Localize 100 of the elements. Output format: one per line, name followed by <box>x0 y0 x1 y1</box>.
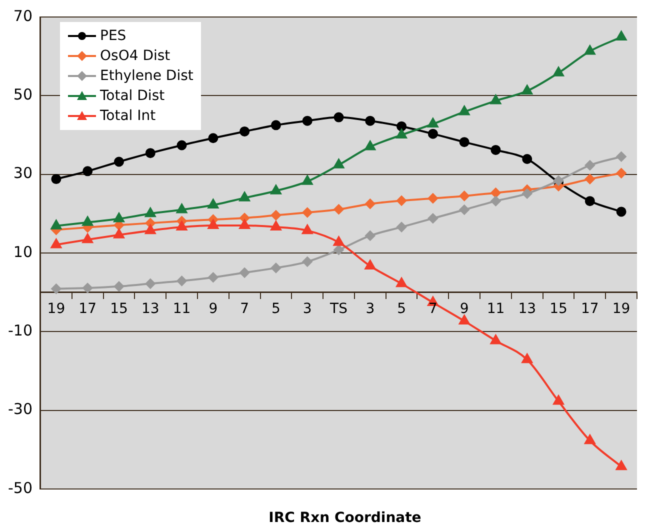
point <box>396 129 407 138</box>
x-axis-title: IRC Rxn Coordinate <box>268 510 422 526</box>
y-tick-label: -10 <box>8 322 32 340</box>
y-tick-label: -30 <box>8 400 32 418</box>
point <box>522 188 532 199</box>
point <box>240 126 250 136</box>
point <box>145 278 156 289</box>
x-tick-label: 17 <box>580 300 599 317</box>
point <box>334 112 344 122</box>
point <box>553 395 564 405</box>
point <box>239 219 250 229</box>
point <box>584 174 595 184</box>
point <box>114 228 124 238</box>
point <box>51 284 62 294</box>
point <box>82 216 93 226</box>
point <box>334 244 344 255</box>
point <box>459 106 470 116</box>
point <box>302 224 313 234</box>
x-tick-label: 7 <box>240 300 250 317</box>
point <box>459 137 470 148</box>
point <box>522 154 532 164</box>
point <box>114 156 124 167</box>
point <box>365 230 376 241</box>
point <box>364 260 376 270</box>
point <box>270 221 282 231</box>
point <box>490 334 502 344</box>
x-tick-label: 15 <box>550 300 568 317</box>
point <box>333 158 344 168</box>
point <box>302 175 313 185</box>
x-tick-label: 7 <box>428 300 438 317</box>
point <box>302 207 312 218</box>
point <box>459 315 470 325</box>
point <box>616 206 626 217</box>
point <box>428 193 438 204</box>
point <box>428 213 438 224</box>
point <box>145 208 156 218</box>
x-tick-label: 17 <box>78 300 97 317</box>
point <box>302 116 312 126</box>
point <box>240 268 250 278</box>
y-tick-label: 30 <box>13 164 32 182</box>
point <box>50 220 62 230</box>
x-tick-label: 19 <box>612 300 630 317</box>
point <box>396 196 407 206</box>
point <box>459 204 470 215</box>
point <box>270 120 281 130</box>
x-tick-label: 15 <box>110 300 128 317</box>
point <box>114 281 124 292</box>
legend-label: Ethylene Dist <box>100 68 194 84</box>
point <box>176 140 187 150</box>
point <box>82 283 93 294</box>
point <box>428 128 438 139</box>
point <box>490 196 501 206</box>
point <box>82 234 93 244</box>
point <box>176 276 187 286</box>
point <box>396 278 407 288</box>
point <box>302 256 312 267</box>
point <box>365 116 376 126</box>
point <box>208 199 218 209</box>
point <box>584 434 596 444</box>
point <box>584 160 595 170</box>
point <box>490 144 501 155</box>
x-tick-label: 9 <box>208 300 218 317</box>
point <box>522 84 532 94</box>
point <box>176 204 188 214</box>
point <box>584 45 596 55</box>
point <box>208 219 218 229</box>
point <box>396 222 407 232</box>
x-tick-label: 5 <box>272 300 280 317</box>
x-tick-label: 9 <box>460 300 469 317</box>
point <box>396 121 407 132</box>
point <box>334 204 344 214</box>
legend-label: OsO4 Dist <box>100 48 170 64</box>
point <box>333 236 344 246</box>
point <box>584 196 595 206</box>
point <box>270 184 282 194</box>
point <box>364 140 376 150</box>
point <box>50 238 62 248</box>
x-tick-label: 13 <box>518 300 536 317</box>
y-tick-label: 10 <box>13 242 32 261</box>
x-tick-label: 3 <box>366 300 375 317</box>
point <box>82 166 93 176</box>
x-tick-label: 13 <box>141 300 160 317</box>
point <box>522 354 532 364</box>
point <box>616 31 627 41</box>
legend-label: Total Dist <box>100 88 165 104</box>
x-tick-label: 19 <box>47 300 66 317</box>
point <box>51 174 62 184</box>
point <box>239 192 250 202</box>
point <box>270 210 281 220</box>
x-tick-label: 5 <box>397 300 406 317</box>
point <box>490 94 502 104</box>
x-tick-label: 11 <box>172 300 191 317</box>
point <box>428 118 438 128</box>
x-tick-label: 11 <box>486 300 505 317</box>
point <box>616 152 626 162</box>
point <box>490 188 501 198</box>
point <box>616 168 626 178</box>
point <box>208 272 218 282</box>
x-tick-label: 3 <box>302 300 312 317</box>
y-tick-label: -50 <box>8 478 32 497</box>
